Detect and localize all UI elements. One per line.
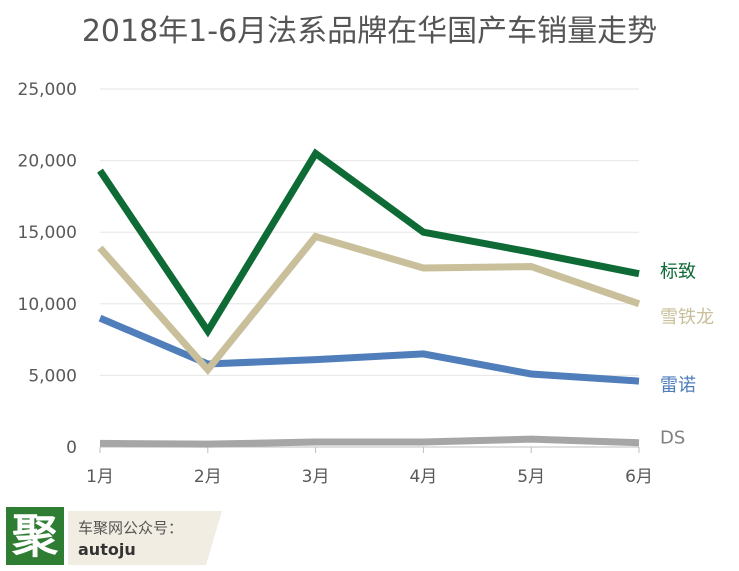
y-tick-label: 5,000 <box>28 366 77 386</box>
y-tick-label: 0 <box>66 438 77 458</box>
y-axis-tick-labels: 0 5,000 10,000 15,000 20,000 25,000 <box>18 80 77 458</box>
series-line-3 <box>98 314 640 385</box>
x-tick-label: 2月 <box>194 467 222 487</box>
y-tick-label: 15,000 <box>18 223 77 243</box>
series-line-2 <box>97 232 641 376</box>
line-chart: 0 5,000 10,000 15,000 20,000 25,000 1月 2月 3月 4月 5… <box>18 80 714 487</box>
series-label: 雷诺 <box>660 375 696 396</box>
chart-title: 2018年1-6月法系品牌在华国产车销量走势 <box>81 14 658 49</box>
brand-watermark: 聚 车聚网公众号： autoju <box>6 507 222 565</box>
series-lines <box>97 148 641 448</box>
brand-wechat-label: 车聚网公众号： <box>78 519 184 537</box>
x-tick-label: 5月 <box>517 467 545 487</box>
series-label: 标致 <box>660 262 696 283</box>
x-tick-label: 6月 <box>625 467 653 487</box>
series-line-4 <box>99 435 640 448</box>
brand-info-box: 车聚网公众号： autoju <box>68 511 222 565</box>
y-tick-label: 10,000 <box>18 295 77 315</box>
x-tick-label: 4月 <box>409 467 437 487</box>
y-tick-label: 25,000 <box>18 80 77 100</box>
x-axis-tick-labels: 1月 2月 3月 4月 5月 6月 <box>86 447 653 487</box>
gridlines <box>100 88 639 376</box>
series-line-1 <box>97 148 640 338</box>
x-tick-label: 1月 <box>86 467 114 487</box>
series-label: DS <box>660 428 685 449</box>
brand-logo: 聚 <box>6 507 64 565</box>
series-label: 雪铁龙 <box>660 307 714 328</box>
y-tick-label: 20,000 <box>18 152 77 172</box>
brand-account-name: autoju <box>78 540 136 559</box>
x-tick-label: 3月 <box>302 467 330 487</box>
